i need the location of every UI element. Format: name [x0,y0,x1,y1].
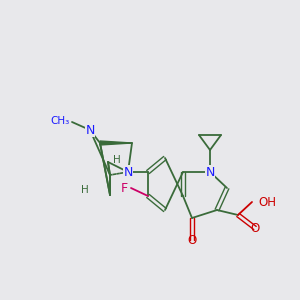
Text: H: H [113,155,121,165]
Text: F: F [121,182,128,194]
Text: N: N [123,166,133,178]
Text: O: O [250,221,260,235]
Text: H: H [81,185,89,195]
Text: OH: OH [258,196,276,208]
Polygon shape [100,141,132,145]
Text: N: N [205,166,215,178]
Text: CH₃: CH₃ [51,116,70,126]
Text: O: O [188,233,196,247]
Text: N: N [85,124,95,136]
